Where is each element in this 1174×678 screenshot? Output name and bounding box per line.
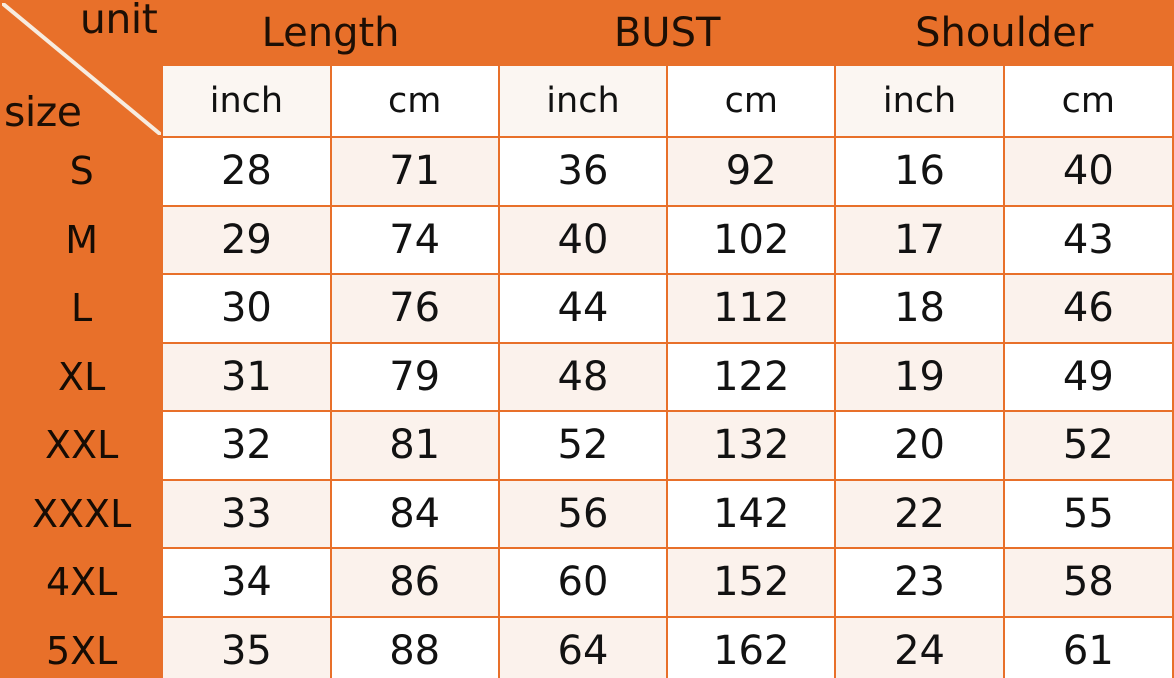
cell-4xl-length-cm: 86 bbox=[329, 547, 500, 618]
table-row: L 30 76 44 112 18 46 bbox=[0, 273, 1174, 344]
cell-l-length-inch: 30 bbox=[161, 273, 332, 344]
cell-xl-length-inch: 31 bbox=[161, 341, 332, 412]
size-label-xl: XL bbox=[0, 341, 164, 412]
cell-l-bust-inch: 44 bbox=[497, 273, 669, 344]
table-row: M 29 74 40 102 17 43 bbox=[0, 204, 1174, 275]
table-row: 4XL 34 86 60 152 23 58 bbox=[0, 547, 1174, 618]
header-unit-length-inch: inch bbox=[161, 64, 332, 138]
cell-4xl-bust-inch: 60 bbox=[497, 547, 669, 618]
header-group-bust: BUST bbox=[497, 0, 837, 66]
cell-m-shoulder-inch: 17 bbox=[834, 204, 1005, 275]
cell-xxxl-shoulder-inch: 22 bbox=[834, 478, 1005, 549]
cell-m-bust-cm: 102 bbox=[666, 204, 837, 275]
cell-m-bust-inch: 40 bbox=[497, 204, 669, 275]
cell-5xl-shoulder-inch: 24 bbox=[834, 615, 1005, 678]
cell-xl-shoulder-cm: 49 bbox=[1002, 341, 1174, 412]
cell-5xl-bust-inch: 64 bbox=[497, 615, 669, 678]
size-label-l: L bbox=[0, 273, 164, 344]
cell-xxxl-length-inch: 33 bbox=[161, 478, 332, 549]
cell-xxl-bust-inch: 52 bbox=[497, 410, 669, 481]
header-row-groups: unit size Length BUST Shoulder bbox=[0, 0, 1174, 138]
table-header: unit size Length BUST Shoulder inch cm i… bbox=[0, 0, 1174, 138]
cell-xl-bust-inch: 48 bbox=[497, 341, 669, 412]
cell-4xl-shoulder-inch: 23 bbox=[834, 547, 1005, 618]
header-unit-length-cm: cm bbox=[329, 64, 500, 138]
header-unit-bust-cm: cm bbox=[666, 64, 837, 138]
cell-4xl-shoulder-cm: 58 bbox=[1002, 547, 1174, 618]
table-row: XXL 32 81 52 132 20 52 bbox=[0, 410, 1174, 481]
size-label-m: M bbox=[0, 204, 164, 275]
cell-5xl-length-inch: 35 bbox=[161, 615, 332, 678]
cell-xxl-shoulder-inch: 20 bbox=[834, 410, 1005, 481]
cell-s-length-cm: 71 bbox=[329, 136, 500, 207]
size-label-s: S bbox=[0, 136, 164, 207]
header-row-units: inch cm inch cm inch cm bbox=[1, 64, 1174, 138]
corner-unit-size-cell: unit size bbox=[0, 0, 164, 138]
cell-l-shoulder-cm: 46 bbox=[1002, 273, 1174, 344]
cell-xl-shoulder-inch: 19 bbox=[834, 341, 1005, 412]
cell-m-shoulder-cm: 43 bbox=[1002, 204, 1174, 275]
cell-4xl-bust-cm: 152 bbox=[666, 547, 837, 618]
table-row: XXXL 33 84 56 142 22 55 bbox=[0, 478, 1174, 549]
cell-m-length-cm: 74 bbox=[329, 204, 500, 275]
cell-xxxl-bust-cm: 142 bbox=[666, 478, 837, 549]
corner-size-label: size bbox=[4, 88, 82, 136]
size-label-4xl: 4XL bbox=[0, 547, 164, 618]
cell-xl-bust-cm: 122 bbox=[666, 341, 837, 412]
header-unit-shoulder-cm: cm bbox=[1002, 64, 1174, 138]
diagonal-divider-icon bbox=[3, 3, 161, 135]
cell-xxl-shoulder-cm: 52 bbox=[1002, 410, 1174, 481]
cell-l-bust-cm: 112 bbox=[666, 273, 837, 344]
header-unit-shoulder-inch: inch bbox=[834, 64, 1005, 138]
cell-s-shoulder-cm: 40 bbox=[1002, 136, 1174, 207]
header-group-shoulder: Shoulder bbox=[834, 0, 1174, 66]
cell-xxl-length-inch: 32 bbox=[161, 410, 332, 481]
cell-xl-length-cm: 79 bbox=[329, 341, 500, 412]
cell-xxxl-shoulder-cm: 55 bbox=[1002, 478, 1174, 549]
size-label-xxl: XXL bbox=[0, 410, 164, 481]
cell-5xl-shoulder-cm: 61 bbox=[1002, 615, 1174, 678]
cell-l-shoulder-inch: 18 bbox=[834, 273, 1005, 344]
header-group-length: Length bbox=[161, 0, 500, 66]
table-row: S 28 71 36 92 16 40 bbox=[0, 136, 1174, 207]
header-unit-bust-inch: inch bbox=[497, 64, 669, 138]
cell-xxxl-length-cm: 84 bbox=[329, 478, 500, 549]
table-row: 5XL 35 88 64 162 24 61 bbox=[0, 615, 1174, 678]
cell-xxxl-bust-inch: 56 bbox=[497, 478, 669, 549]
table-row: XL 31 79 48 122 19 49 bbox=[0, 341, 1174, 412]
cell-s-bust-cm: 92 bbox=[666, 136, 837, 207]
cell-4xl-length-inch: 34 bbox=[161, 547, 332, 618]
cell-s-bust-inch: 36 bbox=[497, 136, 669, 207]
cell-5xl-length-cm: 88 bbox=[329, 615, 500, 678]
table-body: S 28 71 36 92 16 40 M 29 74 40 102 17 43 L 30 76 44 112 18 4… bbox=[0, 136, 1174, 678]
cell-s-shoulder-inch: 16 bbox=[834, 136, 1005, 207]
corner-unit-label: unit bbox=[79, 1, 158, 43]
size-label-xxxl: XXXL bbox=[0, 478, 164, 549]
cell-xxl-length-cm: 81 bbox=[329, 410, 500, 481]
cell-l-length-cm: 76 bbox=[329, 273, 500, 344]
cell-m-length-inch: 29 bbox=[161, 204, 332, 275]
size-label-5xl: 5XL bbox=[0, 615, 164, 678]
cell-xxl-bust-cm: 132 bbox=[666, 410, 837, 481]
cell-s-length-inch: 28 bbox=[161, 136, 332, 207]
cell-5xl-bust-cm: 162 bbox=[666, 615, 837, 678]
